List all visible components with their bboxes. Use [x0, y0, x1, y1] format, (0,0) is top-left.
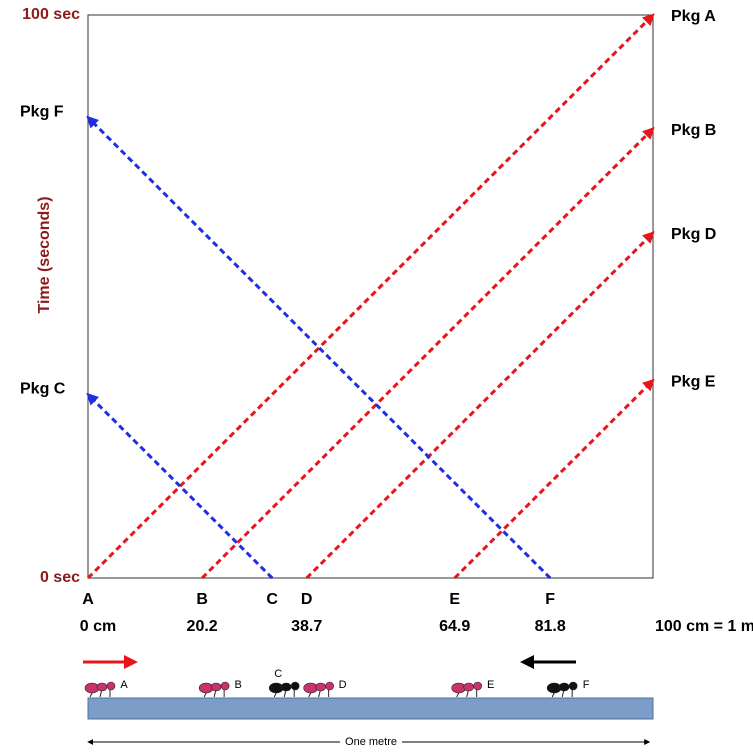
- ant-tag: A: [120, 679, 128, 691]
- ant-body: [315, 682, 326, 692]
- ant-head: [473, 681, 482, 691]
- direction-arrow-head: [520, 655, 534, 669]
- package-label: Pkg E: [671, 374, 716, 391]
- package-label: Pkg C: [20, 381, 66, 398]
- package-path: [86, 392, 274, 580]
- ant-body: [96, 682, 108, 692]
- ant-letter: D: [301, 591, 313, 608]
- y-tick-label: 100 sec: [22, 6, 80, 23]
- ant-body: [280, 682, 292, 692]
- package-label: Pkg F: [20, 104, 64, 121]
- y-axis-label: Time (seconds): [36, 196, 53, 313]
- ant-head: [220, 681, 230, 691]
- ant-icon: [303, 681, 334, 698]
- x-tick-label: 20.2: [187, 618, 218, 635]
- x-tick-label: 38.7: [291, 618, 322, 635]
- ant-icon: [268, 681, 300, 698]
- x-tick-label: 100 cm = 1 m: [655, 618, 753, 635]
- x-tick-label: 0 cm: [80, 618, 116, 635]
- ant-letter: F: [545, 591, 555, 608]
- ant-icon: [546, 681, 578, 698]
- package-label: Pkg A: [671, 8, 716, 25]
- package-path: [305, 231, 655, 580]
- direction-arrow-head: [124, 655, 138, 669]
- scale-label-bg: [340, 734, 402, 750]
- ant-head: [568, 681, 578, 691]
- ant-body: [558, 682, 570, 692]
- ant-tag: E: [487, 679, 494, 691]
- ant-body: [463, 682, 474, 692]
- package-path: [201, 127, 655, 580]
- scale-label: One metre: [345, 736, 397, 748]
- package-path: [86, 115, 552, 580]
- ant-tag: F: [583, 679, 590, 691]
- x-tick-label: 81.8: [535, 618, 566, 635]
- package-path: [453, 378, 655, 580]
- ant-letter: B: [196, 591, 208, 608]
- package-path: [86, 13, 655, 580]
- ant-body: [210, 682, 222, 692]
- ant-icon: [84, 681, 116, 698]
- ant-tag: D: [339, 679, 347, 691]
- package-label: Pkg B: [671, 122, 716, 139]
- y-tick-label: 0 sec: [40, 569, 80, 586]
- x-tick-label: 64.9: [439, 618, 470, 635]
- ant-head: [106, 681, 116, 691]
- ant-tag: C: [274, 668, 282, 680]
- ant-letter: C: [266, 591, 278, 608]
- ant-head: [325, 681, 334, 691]
- ant-tag: B: [234, 679, 241, 691]
- ant-letter: A: [82, 591, 94, 608]
- track: [87, 697, 654, 720]
- ant-icon: [451, 681, 482, 698]
- ant-icon: [198, 681, 230, 698]
- package-label: Pkg D: [671, 226, 716, 243]
- ant-head: [290, 681, 300, 691]
- ant-letter: E: [449, 591, 460, 608]
- plot-frame: [87, 14, 654, 579]
